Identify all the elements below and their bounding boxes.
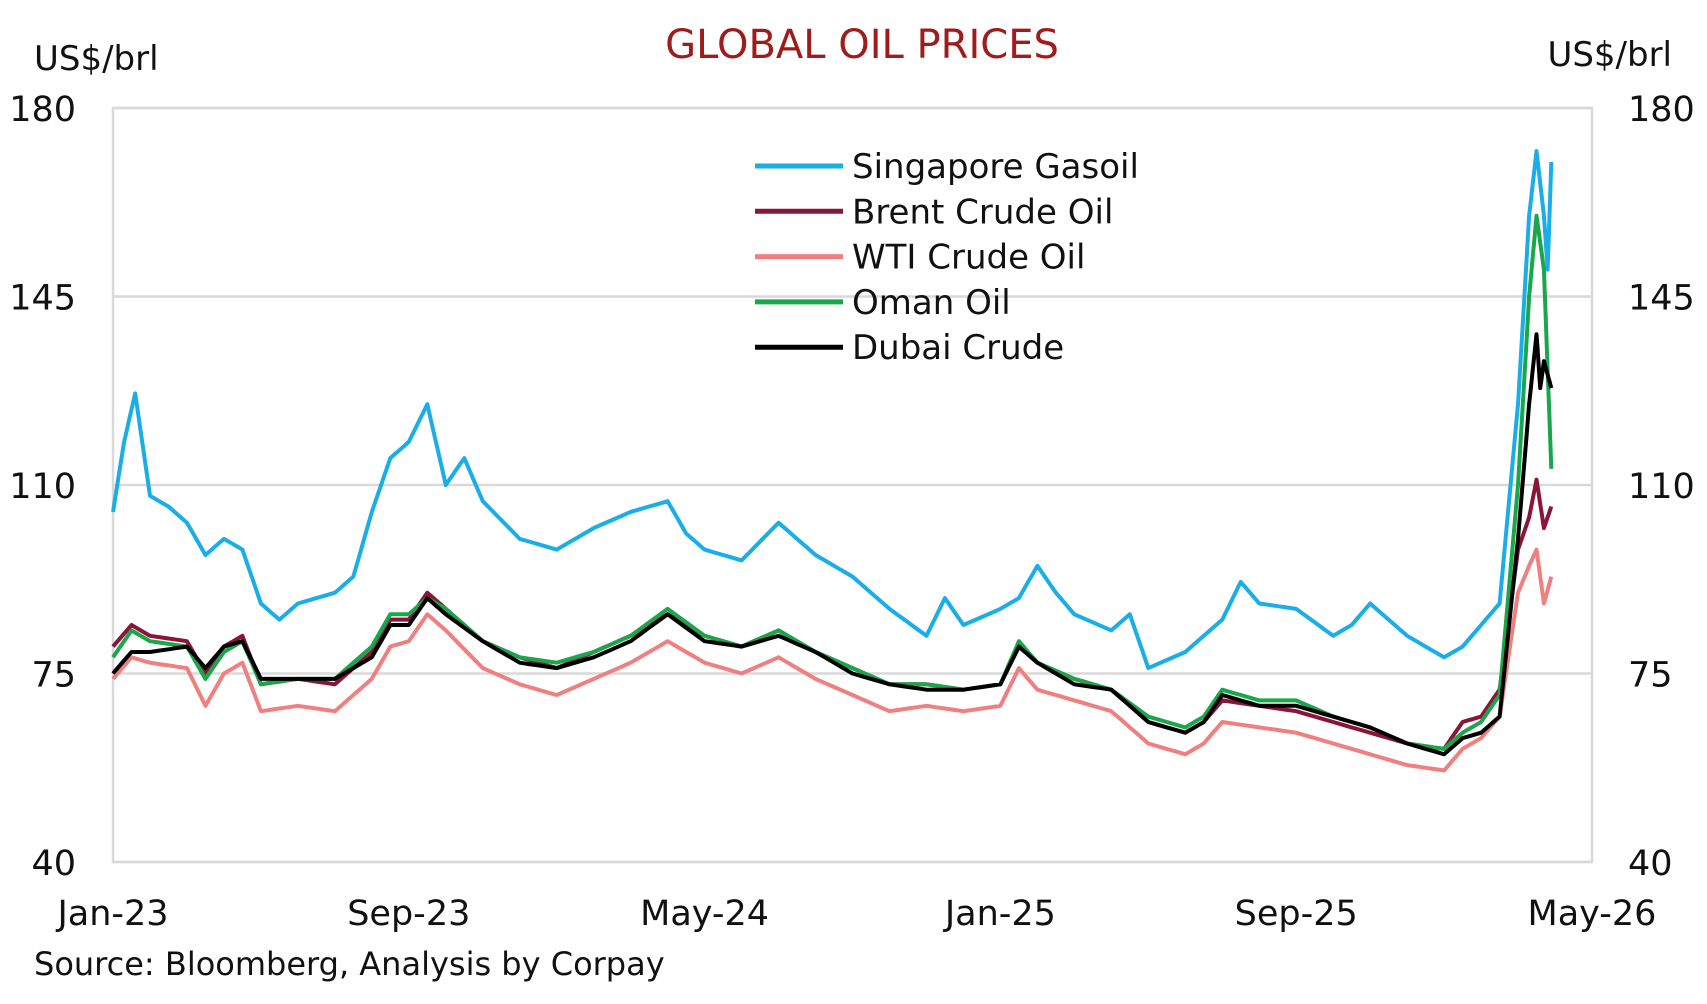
y-tick-label-right: 180 bbox=[1628, 90, 1695, 130]
y-tick-label-right: 145 bbox=[1628, 279, 1695, 319]
chart-title: GLOBAL OIL PRICES bbox=[665, 22, 1059, 68]
series-line-singapore-gasoil bbox=[111, 149, 1554, 671]
series-lines bbox=[111, 149, 1554, 773]
y-tick-label-left: 180 bbox=[9, 90, 76, 130]
x-tick-label: Sep-25 bbox=[1235, 894, 1358, 934]
x-tick-label: Jan-23 bbox=[55, 894, 168, 934]
x-tick-label: Jan-25 bbox=[943, 894, 1056, 934]
left-axis-unit: US$/brl bbox=[34, 39, 159, 79]
y-tick-label-right: 40 bbox=[1628, 844, 1673, 884]
right-axis-unit: US$/brl bbox=[1547, 35, 1672, 75]
series-line-wti-crude-oil bbox=[111, 547, 1554, 773]
y-tick-label-left: 75 bbox=[31, 656, 76, 696]
source-note: Source: Bloomberg, Analysis by Corpay bbox=[34, 945, 665, 983]
legend-label: Oman Oil bbox=[852, 283, 1011, 323]
y-tick-label-left: 110 bbox=[9, 467, 76, 507]
right-y-ticks: 180 145 110 75 40 bbox=[1628, 90, 1695, 884]
x-tick-label: May-26 bbox=[1528, 894, 1657, 934]
y-tick-label-left: 145 bbox=[9, 279, 76, 319]
legend-label: Dubai Crude bbox=[852, 328, 1064, 368]
x-tick-label: May-24 bbox=[640, 894, 769, 934]
y-tick-label-left: 40 bbox=[31, 844, 76, 884]
legend-label: Singapore Gasoil bbox=[852, 147, 1139, 187]
legend-label: WTI Crude Oil bbox=[852, 238, 1085, 278]
series-line-dubai-crude bbox=[111, 332, 1554, 757]
legend: Singapore Gasoil Brent Crude Oil WTI Crude… bbox=[755, 147, 1139, 368]
x-ticks: Jan-23 Sep-23 May-24 Jan-25 Sep-25 May-26 bbox=[55, 894, 1656, 934]
plot-area-border bbox=[111, 106, 1594, 864]
left-y-ticks: 180 145 110 75 40 bbox=[9, 90, 76, 884]
y-tick-label-right: 75 bbox=[1628, 656, 1673, 696]
legend-label: Brent Crude Oil bbox=[852, 192, 1113, 232]
x-tick-label: Sep-23 bbox=[347, 894, 470, 934]
y-tick-label-right: 110 bbox=[1628, 467, 1695, 507]
